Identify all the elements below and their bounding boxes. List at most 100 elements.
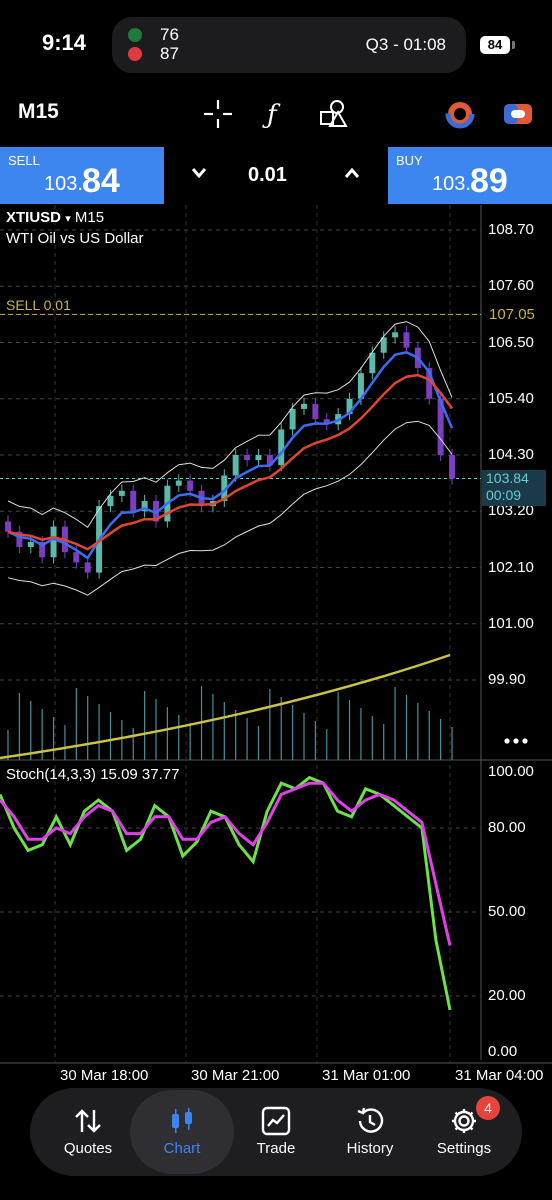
time-axis-label: 30 Mar 18:00 — [60, 1067, 149, 1084]
lot-increase-icon[interactable] — [343, 166, 361, 180]
buy-label: BUY — [396, 153, 423, 168]
candle-body — [153, 501, 159, 522]
tab-history[interactable]: History — [320, 1090, 420, 1174]
team1-score: 76 — [160, 25, 179, 44]
candle-body — [244, 455, 251, 461]
symbol-dropdown-icon: ▾ — [65, 213, 71, 225]
symbol-timeframe: M15 — [74, 209, 105, 226]
price-axis-label: 104.30 — [488, 446, 534, 463]
candle-body — [369, 352, 376, 374]
lot-size[interactable]: 0.01 — [248, 164, 287, 186]
settings-gear-icon — [452, 1109, 476, 1133]
candle-body — [289, 408, 296, 430]
tab-label: Settings — [436, 1140, 492, 1157]
symbol-name: XTIUSD — [6, 209, 62, 226]
ema-fast-line — [7, 350, 454, 560]
price-axis-label: 99.90 — [488, 671, 526, 688]
candle-body — [130, 490, 137, 512]
candle-body — [221, 475, 228, 502]
sell-price-prefix: 103. — [44, 173, 83, 195]
live-activity-pill[interactable]: 76 87 Q3 - 01:08 — [112, 17, 466, 73]
battery-indicator: 84 — [480, 36, 510, 54]
tab-quotes[interactable]: Quotes — [38, 1090, 138, 1174]
sell-order-level-label[interactable]: SELL 0.01 — [6, 297, 71, 313]
lot-decrease-icon[interactable] — [190, 166, 208, 180]
team1-row: 76 — [128, 25, 179, 45]
trade-chart-icon — [261, 1106, 291, 1136]
candle-body — [27, 541, 34, 548]
candle-body — [16, 531, 23, 548]
buy-button[interactable]: BUY 103. 89 — [388, 147, 552, 204]
team1-logo-icon — [128, 28, 142, 42]
bollinger-lower — [7, 420, 453, 596]
stoch-d-line — [0, 781, 452, 946]
quotes-arrows-icon — [75, 1109, 101, 1133]
candle-body — [437, 398, 444, 455]
candle-body — [118, 490, 125, 496]
stoch-axis-label: 20.00 — [488, 987, 526, 1004]
time-axis-label: 31 Mar 01:00 — [322, 1067, 411, 1084]
candle-body — [84, 562, 91, 573]
buy-price-big: 89 — [470, 162, 508, 200]
candle-body — [380, 337, 387, 353]
history-clock-icon — [357, 1107, 384, 1133]
candle-body — [323, 419, 330, 425]
price-axis-label: 101.00 — [488, 614, 534, 632]
candle-body — [141, 501, 148, 512]
candle-body — [39, 541, 46, 558]
candle-body — [255, 455, 262, 461]
tab-chart[interactable]: Chart — [130, 1090, 234, 1174]
candle-body — [232, 455, 239, 476]
stoch-axis-label: 50.00 — [488, 903, 526, 920]
price-axis-label: 105.40 — [488, 389, 534, 407]
stoch-k-line — [0, 775, 452, 1011]
candle-body — [346, 398, 353, 415]
price-axis-label: 102.10 — [488, 558, 534, 576]
candle-body — [73, 552, 80, 563]
team2-logo-icon — [128, 47, 142, 61]
current-price-marker: 103.84 00:09 — [482, 470, 546, 506]
sell-price-big: 84 — [82, 162, 120, 200]
candle-body — [301, 403, 307, 409]
tab-label: Chart — [163, 1140, 201, 1157]
team2-score: 87 — [160, 44, 179, 63]
symbol-description: WTI Oil vs US Dollar — [6, 230, 144, 247]
timeframe-button[interactable]: M15 — [18, 100, 59, 123]
buy-price-prefix: 103. — [432, 173, 471, 195]
candle-body — [449, 455, 455, 479]
sell-button[interactable]: SELL 103. 84 — [0, 147, 164, 204]
candle-body — [403, 332, 410, 348]
function-icon[interactable]: ƒ — [259, 98, 291, 130]
candle-body — [426, 368, 433, 399]
sell-label: SELL — [8, 153, 40, 168]
tab-bar — [30, 1088, 522, 1176]
tab-trade[interactable]: Trade — [226, 1090, 326, 1174]
tab-settings[interactable]: Settings — [414, 1090, 514, 1174]
stoch-axis-label: 80.00 — [488, 819, 526, 836]
chart-settings-icon[interactable] — [502, 98, 534, 130]
candle-body — [107, 495, 114, 507]
objects-icon[interactable] — [318, 98, 350, 130]
long-ma-line — [0, 653, 451, 760]
candle-body — [175, 480, 182, 486]
ema-slow-line — [7, 373, 454, 551]
time-axis-label: 30 Mar 21:00 — [191, 1067, 280, 1084]
crosshair-icon[interactable] — [202, 98, 234, 130]
battery-nub — [512, 41, 515, 49]
tab-label: Quotes — [63, 1140, 113, 1157]
stoch-axis-label: 0.00 — [488, 1043, 518, 1060]
indicator-icon[interactable] — [444, 98, 476, 130]
stochastic-title: Stoch(14,3,3) 15.09 37.77 — [6, 766, 180, 783]
bar-countdown: 00:09 — [486, 487, 522, 503]
tab-label: Trade — [256, 1140, 296, 1157]
candle-body — [278, 429, 285, 466]
chart-candles-icon — [172, 1108, 192, 1133]
symbol-header[interactable]: XTIUSD ▾ M15 — [6, 209, 104, 226]
price-axis-label: 108.70 — [488, 221, 534, 238]
candle-body — [50, 526, 57, 558]
candle-body — [187, 480, 194, 491]
stoch-axis-label: 100.00 — [488, 763, 534, 780]
tab-label: History — [346, 1140, 394, 1157]
more-options-icon[interactable] — [503, 735, 529, 747]
price-chart[interactable] — [0, 205, 552, 1075]
